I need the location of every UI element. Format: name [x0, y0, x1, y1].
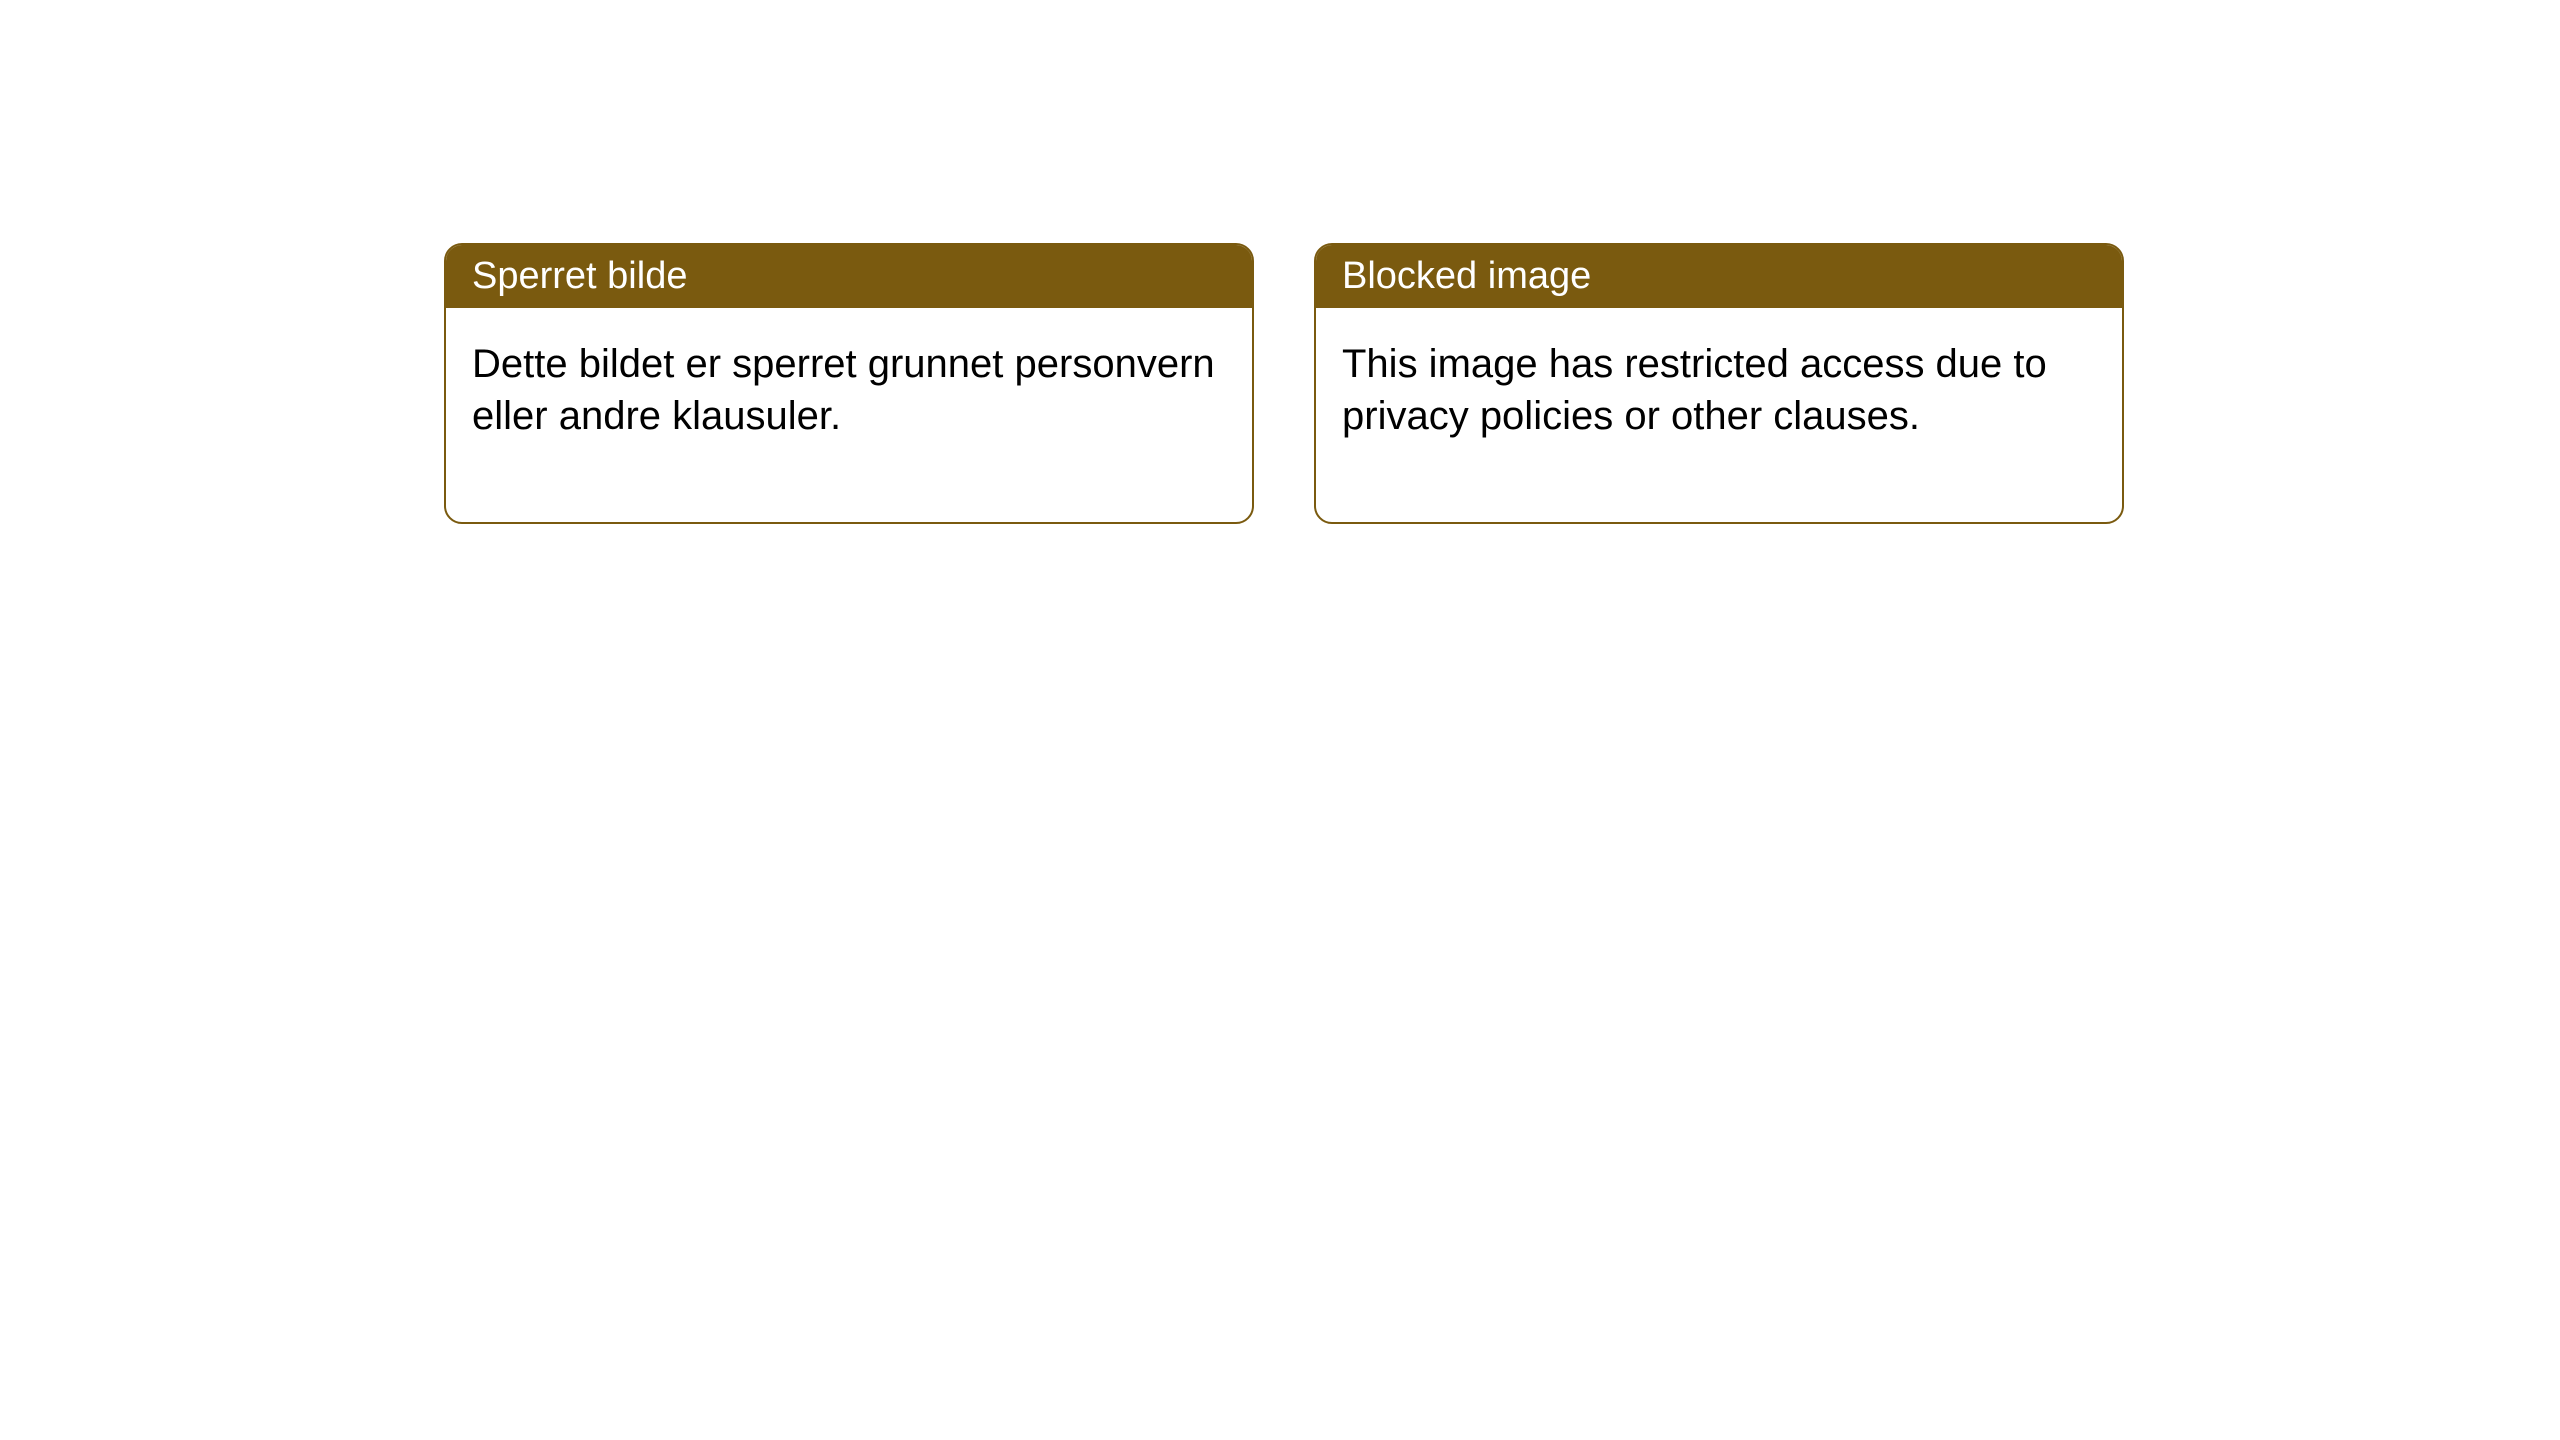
card-header: Sperret bilde [446, 245, 1252, 308]
card-body-text: This image has restricted access due to … [1316, 308, 2122, 522]
blocked-image-card-no: Sperret bilde Dette bildet er sperret gr… [444, 243, 1254, 524]
card-header: Blocked image [1316, 245, 2122, 308]
card-body-text: Dette bildet er sperret grunnet personve… [446, 308, 1252, 522]
blocked-image-card-en: Blocked image This image has restricted … [1314, 243, 2124, 524]
notice-container: Sperret bilde Dette bildet er sperret gr… [0, 0, 2560, 524]
